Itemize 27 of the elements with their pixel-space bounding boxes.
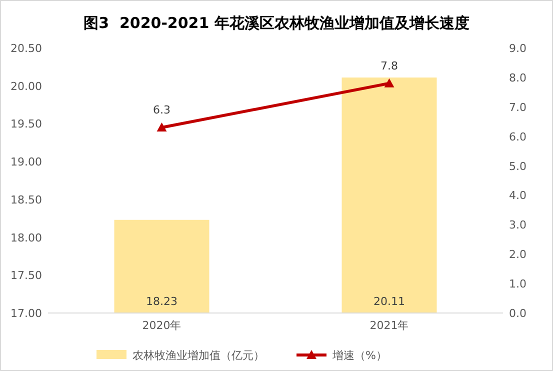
- y-tick-label: 20.00: [10, 80, 42, 93]
- y2-tick-label: 5.0: [509, 160, 526, 173]
- y2-tick-label: 7.0: [509, 100, 526, 114]
- x-tick-label: 2020年: [142, 319, 182, 332]
- y2-tick-label: 1.0: [509, 278, 526, 291]
- data-label: 18.23: [146, 295, 178, 308]
- y2-tick-label: 4.0: [509, 189, 526, 202]
- legend-label: 农林牧渔业增加值（亿元）: [132, 349, 264, 362]
- y-tick-label: 20.50: [10, 42, 42, 55]
- data-label: 6.3: [153, 104, 170, 116]
- chart-title: 图3 2020-2021 年花溪区农林牧渔业增加值及增长速度: [84, 14, 470, 32]
- y-tick-label: 18.50: [10, 193, 42, 206]
- x-tick-label: 2021年: [370, 319, 409, 332]
- legend-label: 增速（%）: [332, 349, 387, 362]
- data-label: 7.8: [380, 59, 398, 72]
- y-tick-label: 19.50: [10, 118, 42, 131]
- data-label: 20.11: [374, 295, 405, 308]
- y2-tick-label: 9.0: [509, 42, 526, 55]
- y-tick-label: 17.00: [10, 307, 42, 320]
- y-tick-label: 17.50: [10, 269, 42, 282]
- y-tick-label: 19.00: [10, 156, 42, 169]
- y2-tick-label: 6.0: [509, 130, 526, 144]
- y2-tick-label: 2.0: [509, 248, 526, 262]
- y2-tick-label: 3.0: [509, 218, 526, 232]
- y2-tick-label: 8.0: [509, 71, 526, 84]
- y2-tick-label: 0.0: [509, 307, 526, 320]
- y-tick-label: 18.00: [10, 231, 42, 244]
